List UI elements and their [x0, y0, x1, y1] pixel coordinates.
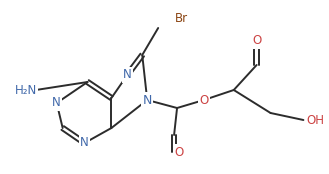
Text: O: O	[174, 145, 184, 159]
Text: N: N	[142, 93, 152, 106]
Text: Br: Br	[175, 13, 188, 26]
Text: OH: OH	[306, 113, 324, 126]
Text: O: O	[252, 34, 261, 48]
Text: N: N	[52, 97, 61, 109]
Text: N: N	[80, 136, 89, 149]
Text: O: O	[199, 93, 209, 106]
Text: H₂N: H₂N	[15, 84, 37, 97]
Text: N: N	[123, 69, 132, 81]
